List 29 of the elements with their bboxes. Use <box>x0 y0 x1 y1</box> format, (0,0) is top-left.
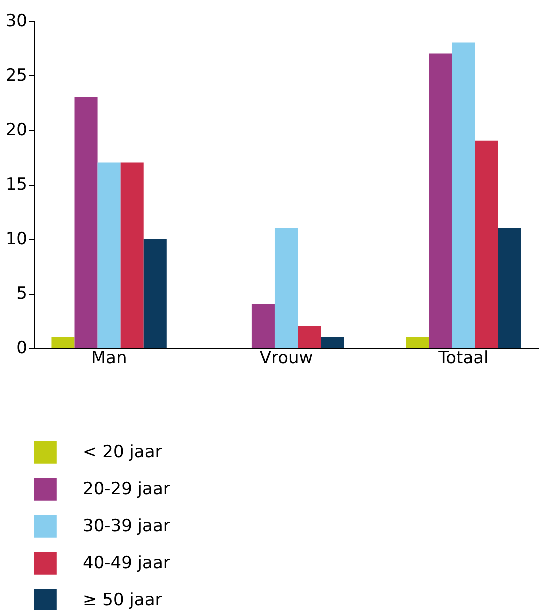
y-tick-label: 25 <box>6 66 28 86</box>
bar <box>52 337 75 348</box>
legend-label: ≥ 50 jaar <box>83 590 162 610</box>
y-tick-label: 5 <box>16 284 28 304</box>
bar <box>74 97 98 348</box>
bar <box>298 326 322 348</box>
x-tick-label: Man <box>91 348 128 368</box>
bar <box>429 54 452 348</box>
bar <box>498 228 522 348</box>
bar <box>321 337 344 348</box>
y-tick-label: 30 <box>6 12 28 32</box>
y-tick-label: 10 <box>6 230 28 250</box>
bar <box>252 304 275 348</box>
bar <box>475 140 498 348</box>
bar <box>452 42 476 348</box>
y-tick-label: 20 <box>6 120 28 140</box>
legend-label: 30-39 jaar <box>83 516 170 536</box>
bar <box>98 162 121 348</box>
x-tick-label: Vrouw <box>260 348 314 368</box>
bar <box>120 162 144 348</box>
y-tick-label: 15 <box>6 175 28 195</box>
bar <box>274 228 298 348</box>
legend-label: 20-29 jaar <box>83 480 170 500</box>
legend-label: < 20 jaar <box>83 442 162 462</box>
x-tick-label: Totaal <box>438 348 489 368</box>
bar <box>406 337 430 348</box>
y-tick-label: 0 <box>16 338 28 358</box>
legend-label: 40-49 jaar <box>83 554 170 574</box>
bar <box>144 239 167 348</box>
